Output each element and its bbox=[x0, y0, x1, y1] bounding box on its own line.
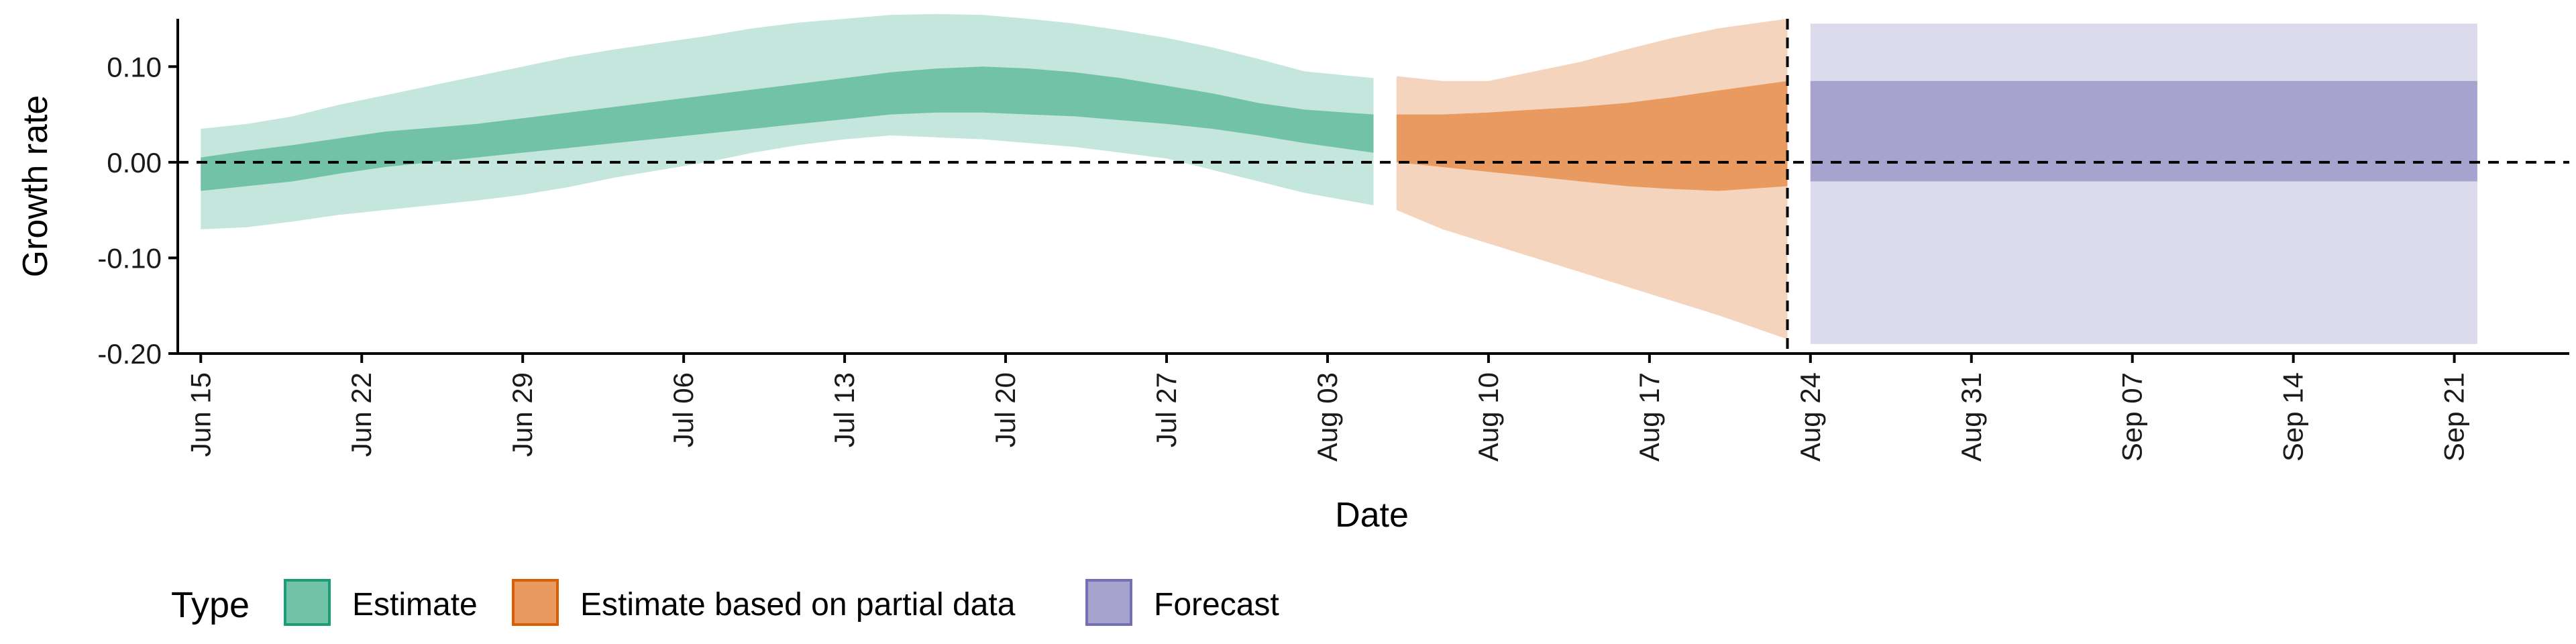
x-tick-label: Jun 29 bbox=[506, 372, 538, 457]
legend-title: Type bbox=[171, 585, 250, 625]
y-tick-label: 0.10 bbox=[107, 51, 162, 83]
x-axis-title: Date bbox=[1335, 496, 1409, 535]
x-tick-label: Aug 17 bbox=[1633, 372, 1665, 462]
y-ticks: -0.20 -0.10 0.00 0.10 bbox=[97, 51, 178, 370]
legend-swatch-forecast bbox=[1085, 579, 1132, 626]
x-tick-label: Jun 22 bbox=[345, 372, 377, 457]
x-tick-label: Aug 31 bbox=[1955, 372, 1987, 462]
x-tick-label: Jul 06 bbox=[667, 372, 699, 447]
x-tick-label: Jul 20 bbox=[989, 372, 1021, 447]
axes: -0.20 -0.10 0.00 0.10 Jun 15 Jun 22 Jun 29 Jul… bbox=[97, 19, 2569, 462]
x-tick-label: Jul 13 bbox=[828, 372, 860, 447]
x-tick-label: Sep 14 bbox=[2277, 372, 2309, 462]
x-ticks: Jun 15 Jun 22 Jun 29 Jul 06 Jul 13 Jul 20 Jul … bbox=[184, 354, 2470, 462]
x-tick-label: Sep 21 bbox=[2438, 372, 2470, 462]
x-tick-label: Sep 07 bbox=[2116, 372, 2148, 462]
x-tick-label: Aug 24 bbox=[1794, 372, 1826, 462]
legend-swatch-estimate-based-on-partial-data bbox=[512, 579, 559, 626]
legend: Type Estimate Estimate based on partial d… bbox=[171, 579, 1279, 626]
x-tick-label: Aug 03 bbox=[1311, 372, 1343, 462]
y-tick-label: -0.10 bbox=[97, 242, 162, 274]
legend-label-forecast: Forecast bbox=[1154, 587, 1279, 623]
x-tick-label: Jun 15 bbox=[184, 372, 216, 457]
plot-area bbox=[178, 13, 2569, 354]
legend-swatch-estimate bbox=[284, 579, 331, 626]
legend-label-estimate-based-on-partial-data: Estimate based on partial data bbox=[580, 587, 1016, 623]
y-axis-title: Growth rate bbox=[16, 95, 55, 278]
forecast-outer-band bbox=[1810, 23, 2477, 344]
forecast-inner-band bbox=[1810, 80, 2477, 182]
legend-label-estimate: Estimate bbox=[352, 587, 478, 623]
y-tick-label: 0.00 bbox=[107, 147, 162, 178]
x-tick-label: Aug 10 bbox=[1472, 372, 1504, 462]
y-tick-label: -0.20 bbox=[97, 338, 162, 370]
x-tick-label: Jul 27 bbox=[1150, 372, 1182, 447]
estimate-inner-band bbox=[201, 66, 1374, 191]
